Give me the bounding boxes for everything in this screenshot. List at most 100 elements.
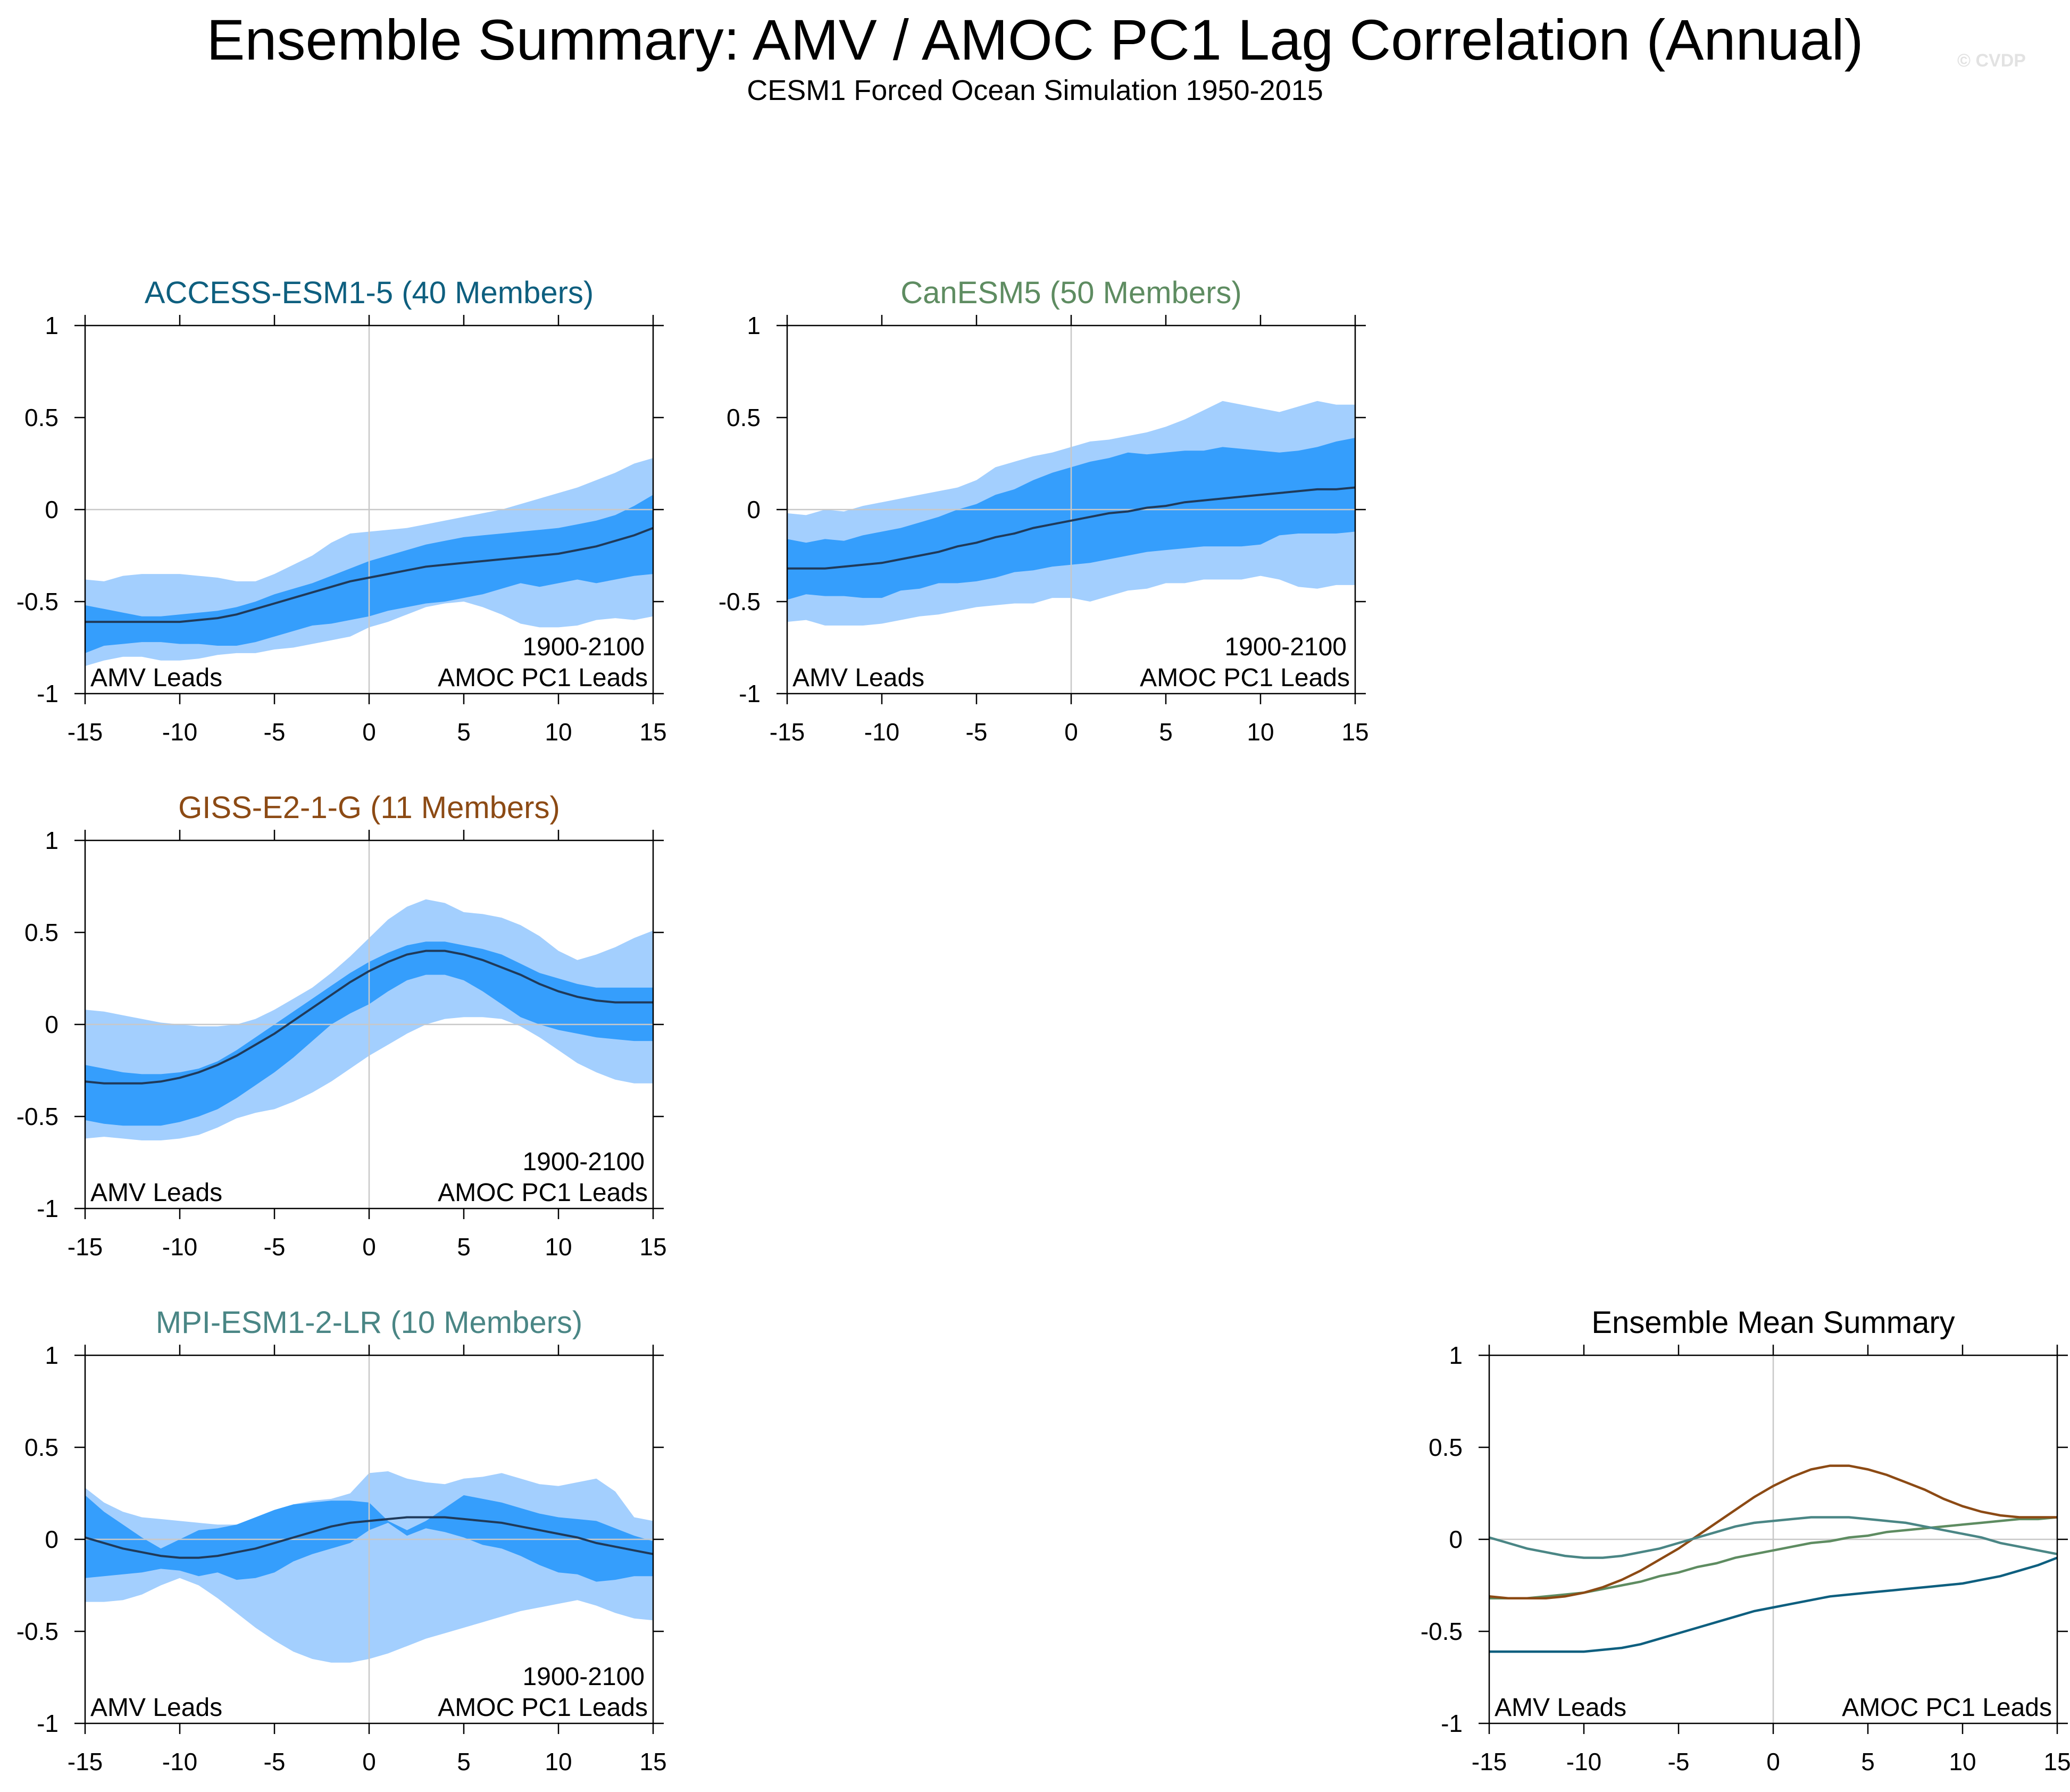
amv-leads-label: AMV Leads — [90, 1179, 222, 1207]
y-tick-label: 1 — [45, 1341, 59, 1369]
chart-canesm: 1 0.5 0 -0.5 -1 -15 -10 -5 0 5 10 15 CanESM5 (50 Mem… — [719, 276, 1369, 746]
cvdp-watermark: © CVDP — [1957, 51, 2026, 71]
plot-area-mpi — [85, 1355, 653, 1723]
x-tick-label: 10 — [545, 1233, 572, 1261]
plot-area-access — [85, 326, 653, 694]
y-tick-label: 0.5 — [1429, 1433, 1463, 1461]
y-tick-label: 1 — [747, 312, 761, 339]
y-tick-label: -0.5 — [16, 1103, 59, 1130]
y-tick-label: -1 — [37, 1710, 59, 1737]
x-tick-label: -5 — [264, 718, 286, 746]
amv-leads-label: AMV Leads — [792, 664, 924, 692]
y-tick-label: -1 — [37, 680, 59, 707]
panel-title: ACCESS-ESM1-5 (40 Members) — [145, 276, 594, 310]
x-tick-label: 5 — [1861, 1748, 1875, 1776]
x-tick-label: -15 — [1472, 1748, 1507, 1776]
x-tick-label: 5 — [457, 718, 471, 746]
amv-leads-label: AMV Leads — [1495, 1694, 1626, 1722]
y-tick-label: -0.5 — [719, 588, 761, 615]
period-label: 1900-2100 — [522, 1148, 645, 1176]
x-tick-label: -5 — [264, 1748, 286, 1776]
y-tick-label: 0.5 — [24, 919, 59, 946]
x-tick-label: 5 — [457, 1233, 471, 1261]
x-tick-label: 0 — [1064, 718, 1078, 746]
plot-area-giss — [85, 840, 653, 1208]
x-tick-label: -15 — [68, 718, 103, 746]
y-tick-label: -1 — [739, 680, 761, 707]
x-tick-label: -10 — [162, 1233, 197, 1261]
ensemble-mean-line — [85, 949, 653, 1085]
y-tick-label: -0.5 — [16, 1618, 59, 1645]
plot-area-canesm — [787, 326, 1355, 694]
x-tick-label: 0 — [362, 1748, 376, 1776]
panel-title: Ensemble Mean Summary — [1591, 1305, 1955, 1340]
amoc-leads-label: AMOC PC1 Leads — [438, 1179, 648, 1207]
ensemble-mean-line — [85, 1516, 653, 1559]
panel-title: MPI-ESM1-2-LR (10 Members) — [156, 1305, 582, 1340]
y-tick-label: 1 — [45, 312, 59, 339]
x-tick-label: 10 — [1949, 1748, 1976, 1776]
y-tick-label: 0.5 — [727, 404, 761, 431]
x-tick-label: 10 — [545, 718, 572, 746]
period-label: 1900-2100 — [522, 1663, 645, 1691]
ensemble-mean-line — [787, 486, 1355, 570]
chart-access: 1 0.5 0 -0.5 -1 -15 -10 -5 0 5 10 15 ACCESS-ESM1-5 (… — [16, 276, 667, 746]
panel-title: CanESM5 (50 Members) — [900, 276, 1241, 310]
x-tick-label: 15 — [639, 1748, 666, 1776]
y-tick-label: 0.5 — [24, 1433, 59, 1461]
x-tick-label: -5 — [966, 718, 988, 746]
series-line-giss-e2-1-g — [1489, 1464, 2057, 1599]
x-tick-label: 15 — [1341, 718, 1368, 746]
x-tick-label: 0 — [1766, 1748, 1780, 1776]
page-title: Ensemble Summary: AMV / AMOC PC1 Lag Cor… — [206, 7, 1864, 72]
amoc-leads-label: AMOC PC1 Leads — [438, 664, 648, 692]
inner-spread-band — [85, 941, 653, 1126]
y-tick-label: -0.5 — [16, 588, 59, 615]
y-tick-label: 0 — [45, 496, 59, 523]
x-tick-label: 5 — [457, 1748, 471, 1776]
panel-title: GISS-E2-1-G (11 Members) — [178, 790, 560, 825]
period-label: 1900-2100 — [522, 633, 645, 661]
x-tick-label: 5 — [1159, 718, 1173, 746]
amv-leads-label: AMV Leads — [90, 664, 222, 692]
y-tick-label: -1 — [37, 1195, 59, 1222]
x-tick-label: -15 — [770, 718, 805, 746]
y-tick-label: 0 — [45, 1011, 59, 1038]
amoc-leads-label: AMOC PC1 Leads — [1842, 1694, 2052, 1722]
x-tick-label: 15 — [2043, 1748, 2070, 1776]
x-tick-label: -10 — [864, 718, 899, 746]
y-tick-label: 0 — [1449, 1526, 1463, 1553]
plot-area-summary — [1489, 1355, 2057, 1723]
inner-spread-band — [85, 1495, 653, 1582]
x-tick-label: -10 — [162, 1748, 197, 1776]
y-tick-label: 1 — [45, 827, 59, 854]
amv-leads-label: AMV Leads — [90, 1694, 222, 1722]
y-tick-label: -1 — [1441, 1710, 1463, 1737]
x-tick-label: -10 — [1566, 1748, 1601, 1776]
x-tick-label: -15 — [68, 1748, 103, 1776]
amoc-leads-label: AMOC PC1 Leads — [1140, 664, 1350, 692]
chart-giss: 1 0.5 0 -0.5 -1 -15 -10 -5 0 5 10 15 GISS-E2-1-G (11… — [16, 790, 667, 1261]
chart-summary: 1 0.5 0 -0.5 -1 -15 -10 -5 0 5 10 15 Ensemble Mean S… — [1421, 1305, 2070, 1776]
amoc-leads-label: AMOC PC1 Leads — [438, 1694, 648, 1722]
series-line-mpi-esm1-2-lr — [1489, 1516, 2057, 1559]
x-tick-label: 0 — [362, 1233, 376, 1261]
page-subtitle: CESM1 Forced Ocean Simulation 1950-2015 — [747, 74, 1323, 106]
x-tick-label: 0 — [362, 718, 376, 746]
x-tick-label: 15 — [639, 718, 666, 746]
series-line-access-esm1-5 — [1489, 1556, 2057, 1653]
ensemble-mean-line — [85, 527, 653, 623]
x-tick-label: -5 — [264, 1233, 286, 1261]
x-tick-label: -15 — [68, 1233, 103, 1261]
y-tick-label: 0 — [747, 496, 761, 523]
x-tick-label: -5 — [1668, 1748, 1690, 1776]
chart-mpi: 1 0.5 0 -0.5 -1 -15 -10 -5 0 5 10 15 MPI-ESM1-2-LR (… — [16, 1305, 667, 1776]
y-tick-label: 0.5 — [24, 404, 59, 431]
x-tick-label: 15 — [639, 1233, 666, 1261]
y-tick-label: -0.5 — [1421, 1618, 1463, 1645]
x-tick-label: 10 — [1247, 718, 1274, 746]
period-label: 1900-2100 — [1224, 633, 1347, 661]
y-tick-label: 0 — [45, 1526, 59, 1553]
y-tick-label: 1 — [1449, 1341, 1463, 1369]
